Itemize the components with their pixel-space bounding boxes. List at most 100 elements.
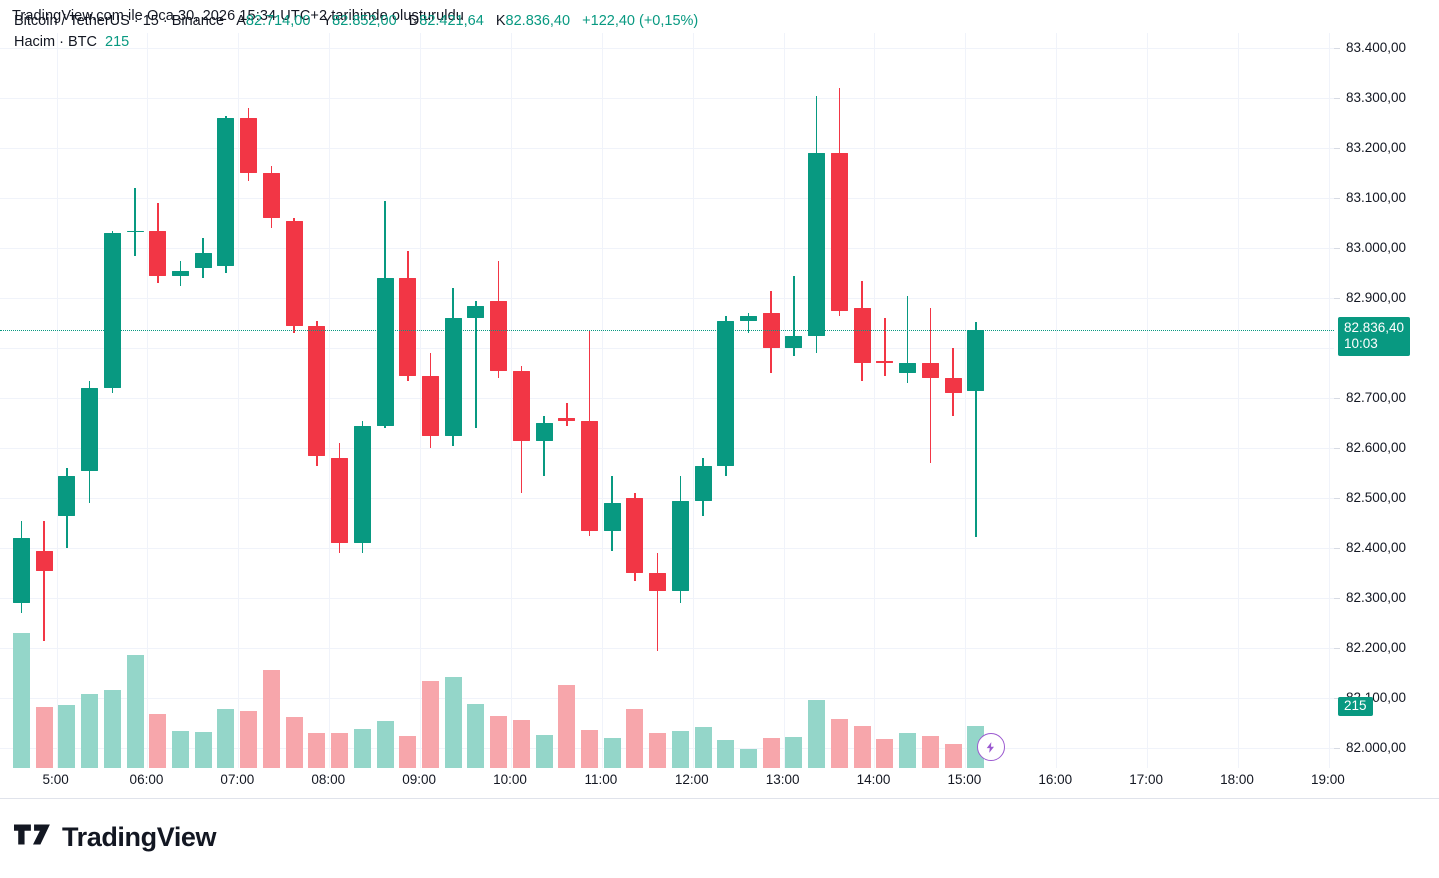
candle-body bbox=[308, 325, 326, 456]
legend-sep-1: · bbox=[129, 13, 143, 29]
volume-bar bbox=[808, 700, 826, 768]
candle-body bbox=[512, 370, 530, 441]
volume-bar bbox=[944, 744, 962, 768]
volume-bar bbox=[81, 693, 99, 768]
time-axis-label: 5:00 bbox=[42, 772, 69, 787]
legend-low-value: 82.421,64 bbox=[419, 13, 484, 29]
volume-bar bbox=[217, 708, 235, 768]
candle-wick bbox=[475, 300, 477, 428]
time-axis-label: 08:00 bbox=[311, 772, 346, 787]
time-axis-label: 15:00 bbox=[947, 772, 982, 787]
volume-bar bbox=[399, 735, 417, 768]
candle-body bbox=[853, 308, 871, 363]
grid-line-v bbox=[601, 33, 603, 768]
price-axis-label: 83.400,00 bbox=[1346, 40, 1407, 55]
price-axis-tick bbox=[1334, 148, 1340, 149]
volume-bar bbox=[762, 738, 780, 768]
price-axis-tick bbox=[1334, 398, 1340, 399]
plot-area[interactable] bbox=[0, 33, 1334, 768]
candle-body bbox=[830, 153, 848, 311]
grid-line-h bbox=[0, 198, 1334, 199]
grid-line-h bbox=[0, 48, 1334, 49]
volume-badge[interactable]: 215 bbox=[1338, 697, 1373, 716]
price-axis-label: 82.900,00 bbox=[1346, 290, 1407, 305]
volume-bar bbox=[240, 710, 258, 768]
legend-open-value: 82.714,00 bbox=[245, 13, 311, 29]
price-axis[interactable]: 83.400,00 83.300,00 83.200,00 83.100,00 83.0… bbox=[1334, 33, 1439, 768]
grid-line-v bbox=[1237, 33, 1239, 768]
volume-bar bbox=[58, 705, 76, 768]
candle-body bbox=[581, 420, 598, 531]
price-axis-tick bbox=[1334, 498, 1340, 499]
candle-wick bbox=[656, 553, 659, 651]
time-axis-label: 16:00 bbox=[1038, 772, 1073, 787]
grid-line-h bbox=[0, 248, 1334, 249]
candle-body bbox=[626, 498, 644, 573]
chart-pane[interactable]: 83.400,00 83.300,00 83.200,00 83.100,00 83.0… bbox=[0, 33, 1439, 768]
price-axis-tick bbox=[1334, 548, 1340, 549]
time-axis-label: 17:00 bbox=[1129, 772, 1164, 787]
price-axis-label: 82.500,00 bbox=[1346, 490, 1407, 505]
time-axis-label: 11:00 bbox=[584, 772, 618, 787]
current-price-badge[interactable]: 82.836,40 10:03 bbox=[1338, 316, 1411, 356]
grid-line-v bbox=[419, 33, 421, 768]
volume-bar bbox=[331, 733, 349, 768]
volume-bar bbox=[671, 731, 689, 768]
candle-body bbox=[694, 465, 712, 501]
candlestick-series[interactable] bbox=[0, 33, 1334, 768]
current-price-line bbox=[0, 329, 1334, 331]
price-axis-label: 82.200,00 bbox=[1346, 640, 1407, 655]
volume-bar bbox=[353, 728, 371, 768]
volume-bar bbox=[717, 740, 735, 768]
candle-body bbox=[376, 278, 394, 426]
grid-line-v bbox=[237, 33, 239, 768]
legend-volume-title[interactable]: Hacim · BTC bbox=[14, 34, 97, 50]
candle-body bbox=[467, 305, 485, 318]
volume-bar bbox=[172, 731, 190, 768]
candle-wick bbox=[43, 520, 45, 641]
chart-legend: Bitcoin / TetherUS · 15 · Binance A82.71… bbox=[14, 11, 698, 53]
candle-body bbox=[240, 118, 258, 173]
price-axis-label: 82.700,00 bbox=[1346, 390, 1407, 405]
candle-body bbox=[149, 230, 167, 276]
legend-change: +122,40 (+0,15%) bbox=[582, 13, 699, 29]
legend-volume-value: 215 bbox=[105, 34, 130, 50]
price-axis-tick bbox=[1334, 98, 1340, 99]
price-axis-label: 82.000,00 bbox=[1346, 740, 1407, 755]
grid-line-v bbox=[692, 33, 694, 768]
volume-bar bbox=[194, 732, 212, 768]
volume-bar bbox=[126, 654, 144, 768]
legend-main-row: Bitcoin / TetherUS · 15 · Binance A82.71… bbox=[14, 11, 698, 32]
price-axis-label: 83.000,00 bbox=[1346, 240, 1407, 255]
grid-line-v bbox=[873, 33, 875, 768]
candle-body bbox=[921, 363, 939, 378]
candle-body bbox=[172, 270, 190, 276]
volume-bar bbox=[13, 633, 30, 768]
legend-exchange[interactable]: Binance bbox=[171, 13, 225, 29]
legend-interval[interactable]: 15 bbox=[142, 13, 159, 29]
candle-body bbox=[35, 550, 53, 571]
legend-high-value: 82.852,00 bbox=[332, 13, 397, 29]
price-axis-tick bbox=[1334, 448, 1340, 449]
time-axis-label: 19:00 bbox=[1310, 772, 1345, 787]
time-axis[interactable]: 5:00 06:00 07:00 08:00 09:00 10:00 11:00 12:00 1… bbox=[0, 768, 1439, 799]
candle-body bbox=[13, 538, 30, 603]
tradingview-logo-icon bbox=[14, 822, 52, 853]
candle-body bbox=[262, 173, 280, 218]
volume-bar bbox=[262, 670, 280, 768]
volume-bar bbox=[512, 720, 530, 768]
volume-bar bbox=[581, 729, 598, 768]
candle-body bbox=[490, 300, 508, 371]
candle-wick bbox=[906, 295, 909, 383]
candle-body bbox=[876, 360, 894, 363]
legend-volume-row: Hacim · BTC 215 bbox=[14, 32, 698, 53]
volume-bar bbox=[899, 733, 917, 768]
volume-bar bbox=[603, 738, 621, 768]
candle-body bbox=[671, 500, 689, 591]
price-axis-tick bbox=[1334, 48, 1340, 49]
volume-bar bbox=[626, 708, 644, 768]
legend-symbol[interactable]: Bitcoin / TetherUS bbox=[14, 13, 130, 29]
lightning-bolt-icon[interactable] bbox=[976, 733, 1005, 761]
grid-line-h bbox=[0, 598, 1334, 599]
volume-bar bbox=[876, 739, 894, 768]
